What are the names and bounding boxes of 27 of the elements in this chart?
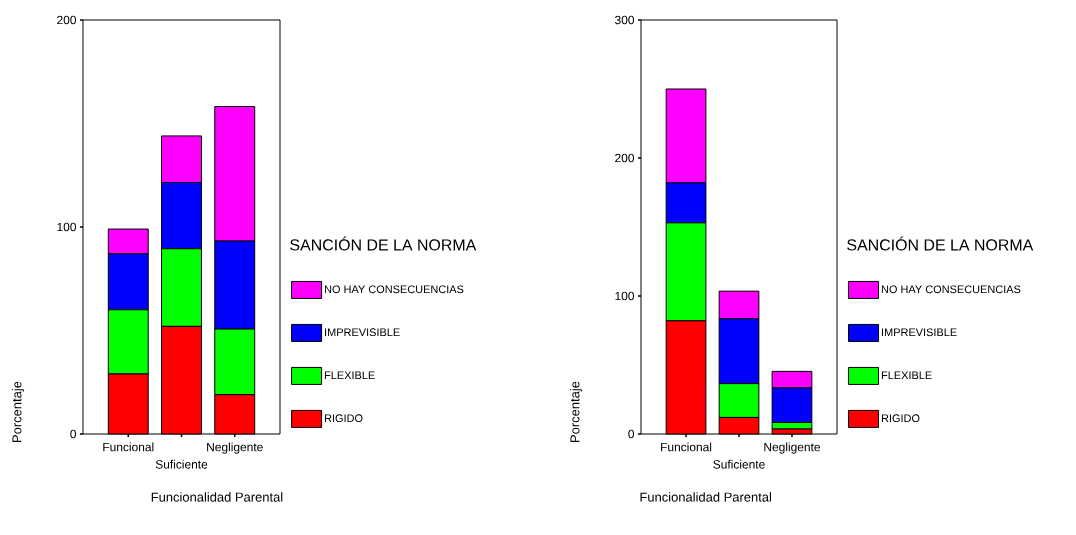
legend-title: SANCIÓN DE LA NORMA — [290, 236, 477, 251]
legend-label: IMPREVISIBLE — [325, 328, 400, 337]
x-tick-label: Negligente — [207, 442, 263, 454]
x-tick-label: Funcional — [661, 442, 712, 452]
legend-label: NO HAY CONSECUENCIAS — [324, 285, 464, 294]
x-tick-label: Negligente — [764, 442, 821, 454]
y-axis-title: Porcentaje — [569, 381, 583, 442]
legend-label: RIGIDO — [324, 414, 363, 423]
y-axis-title: Porcentaje — [11, 381, 25, 442]
y-tick-label: 200 — [57, 15, 77, 25]
legend-label: NO HAY CONSECUENCIAS — [881, 285, 1021, 294]
y-tick-label: 0 — [628, 429, 635, 439]
y-tick-label: 200 — [615, 153, 635, 163]
legend-label: FLEXIBLE — [881, 371, 932, 379]
x-axis-title: Funcionalidad Parental — [640, 492, 772, 502]
x-axis-title: Funcionalidad Parental — [151, 492, 283, 502]
legend-label: RIGIDO — [881, 414, 920, 423]
y-tick-label: 100 — [615, 291, 635, 301]
legend-label: IMPREVISIBLE — [882, 328, 957, 337]
legend-title: SANCIÓN DE LA NORMA — [847, 236, 1034, 251]
legend-label: FLEXIBLE — [324, 371, 375, 379]
x-tick-label: Suficiente — [713, 459, 765, 469]
x-tick-label: Funcional — [103, 442, 154, 452]
y-tick-label: 100 — [57, 222, 77, 232]
x-tick-label: Suficiente — [155, 459, 208, 469]
y-tick-label: 300 — [614, 15, 635, 25]
y-tick-label: 0 — [70, 429, 77, 439]
